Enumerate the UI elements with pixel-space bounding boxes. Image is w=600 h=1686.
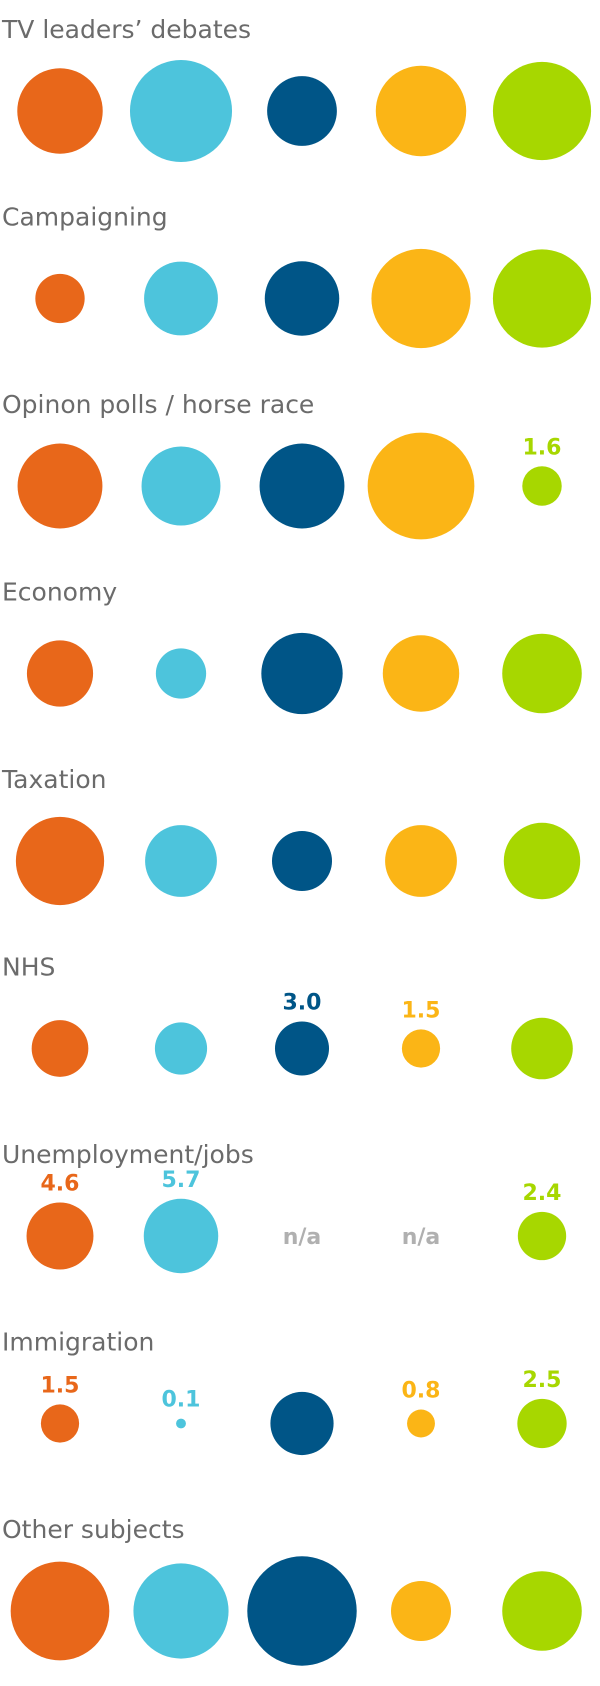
bubble [367,432,475,540]
bubble [17,443,103,529]
row-title: Unemployment/jobs [2,1140,254,1169]
value-label: 1.5 [402,998,441,1023]
bubble [15,816,105,906]
bubble [133,1563,229,1659]
bubble [517,1211,567,1261]
bubble [502,1571,582,1651]
row-economy: Economy [2,578,582,715]
bubble [26,1202,94,1270]
bubble [401,1029,441,1068]
bubble [176,1418,186,1429]
bubble [26,640,94,707]
bubble [517,1398,567,1449]
value-label: 0.8 [402,1379,441,1404]
value-label: 1.6 [523,435,562,460]
value-label: 5.7 [162,1168,201,1193]
bubble [141,446,221,526]
bubble [155,648,207,699]
row-title: TV leaders’ debates [1,15,251,44]
bubble [144,261,218,336]
na-label: n/a [283,1225,322,1250]
bubble [375,65,467,157]
bubble [40,1404,80,1443]
bubble [261,632,343,715]
bubble [31,1020,89,1077]
bubble [522,466,562,506]
value-label: 2.4 [523,1181,562,1206]
bubble [129,59,233,163]
row-tv-leaders-debates: TV leaders’ debates [1,15,592,163]
bubble [143,1198,219,1274]
bubble [274,1021,330,1076]
bubble [502,633,582,714]
bubble [267,76,337,146]
row-nhs: NHS 3.0 1.5 [2,953,573,1080]
bubble [259,443,345,529]
row-taxation: Taxation [1,765,581,906]
row-immigration: Immigration 1.5 0.1 0.8 2.5 [2,1328,567,1456]
bubble [10,1561,110,1661]
bubble [264,261,340,336]
bubble [385,825,457,897]
bubble [503,822,581,900]
bubble [511,1017,573,1080]
bubble [35,273,85,324]
bubble [17,68,103,154]
bubble [271,830,333,892]
bubble [382,635,460,712]
bubble [154,1022,208,1075]
bubble [492,61,592,161]
row-title: Immigration [2,1328,154,1357]
row-title: Other subjects [2,1515,185,1544]
row-title: NHS [2,953,55,982]
bubble [390,1580,452,1642]
value-label: 3.0 [283,990,322,1015]
value-label: 2.5 [523,1368,562,1393]
row-campaigning: Campaigning [2,203,592,349]
value-label: 4.6 [41,1172,80,1197]
row-title: Campaigning [2,203,168,232]
bubble [145,825,217,897]
bubble [247,1556,357,1666]
row-title: Taxation [1,765,106,794]
row-title: Economy [2,578,117,607]
row-unemployment-jobs: Unemployment/jobs 4.6 5.7 n/a n/a 2.4 [2,1140,567,1274]
row-other-subjects: Other subjects [2,1515,582,1666]
bubble [407,1409,435,1438]
na-label: n/a [402,1225,441,1250]
bubble [492,249,592,348]
row-opinon-polls-horse-race: Opinon polls / horse race 1.6 [2,390,562,540]
row-title: Opinon polls / horse race [2,390,314,419]
value-label: 1.5 [41,1373,80,1398]
value-label: 0.1 [162,1388,201,1413]
bubble [270,1391,334,1456]
bubble [371,248,471,349]
